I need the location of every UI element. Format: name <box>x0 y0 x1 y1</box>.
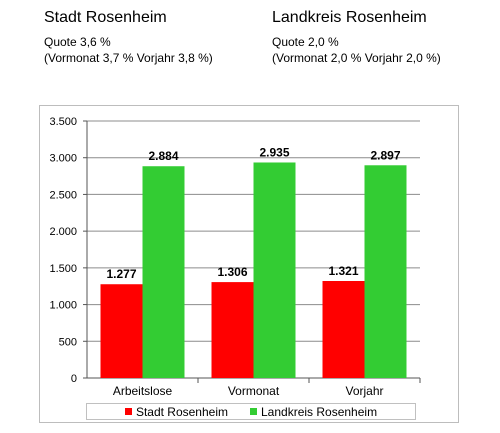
data-label-stadt: 1.306 <box>217 265 247 279</box>
x-category-label: Vormonat <box>228 384 280 398</box>
y-tick-label: 500 <box>59 336 77 348</box>
legend-swatch-stadt <box>124 408 132 415</box>
y-tick-label: 1.500 <box>49 263 77 275</box>
y-tick-label: 3.000 <box>49 153 77 165</box>
landkreis-quote: Quote 2,0 % <box>272 35 339 49</box>
data-label-stadt: 1.321 <box>328 264 358 278</box>
bar-stadt <box>322 281 365 378</box>
y-tick-label: 2.500 <box>49 189 77 201</box>
landkreis-title: Landkreis Rosenheim <box>272 9 427 26</box>
x-category-label: Arbeitslose <box>113 384 173 398</box>
y-tick-label: 3.500 <box>49 116 77 128</box>
bar-landkreis <box>253 162 296 378</box>
data-label-landkreis: 2.935 <box>259 145 289 159</box>
chart-frame <box>39 105 459 423</box>
y-tick-label: 2.000 <box>49 226 77 238</box>
stadt-quote: Quote 3,6 % <box>44 35 111 49</box>
landkreis-prior-values: (Vormonat 2,0 % Vorjahr 2,0 %) <box>272 51 441 65</box>
chart-legend: Stadt Rosenheim Landkreis Rosenheim <box>86 403 416 420</box>
legend-item-landkreis: Landkreis Rosenheim <box>250 405 377 419</box>
y-tick-label: 1.000 <box>49 300 77 312</box>
stadt-info-block: Stadt Rosenheim Quote 3,6 % (Vormonat 3,… <box>44 8 213 66</box>
legend-label-landkreis: Landkreis Rosenheim <box>261 404 378 419</box>
data-label-landkreis: 2.897 <box>370 148 400 162</box>
stadt-title: Stadt Rosenheim <box>44 9 167 26</box>
x-category-label: Vorjahr <box>345 384 383 398</box>
legend-label-stadt: Stadt Rosenheim <box>135 404 228 419</box>
bar-stadt <box>100 284 143 378</box>
legend-item-stadt: Stadt Rosenheim <box>124 404 228 419</box>
data-label-stadt: 1.277 <box>106 267 136 281</box>
bar-landkreis <box>142 166 185 378</box>
landkreis-info-block: Landkreis Rosenheim Quote 2,0 % (Vormona… <box>272 8 441 66</box>
y-tick-label: 0 <box>71 373 77 385</box>
bar-stadt <box>211 282 254 378</box>
legend-swatch-landkreis <box>250 408 257 415</box>
bar-landkreis <box>364 165 407 378</box>
stadt-prior-values: (Vormonat 3,7 % Vorjahr 3,8 %) <box>44 51 213 65</box>
data-label-landkreis: 2.884 <box>148 149 178 163</box>
